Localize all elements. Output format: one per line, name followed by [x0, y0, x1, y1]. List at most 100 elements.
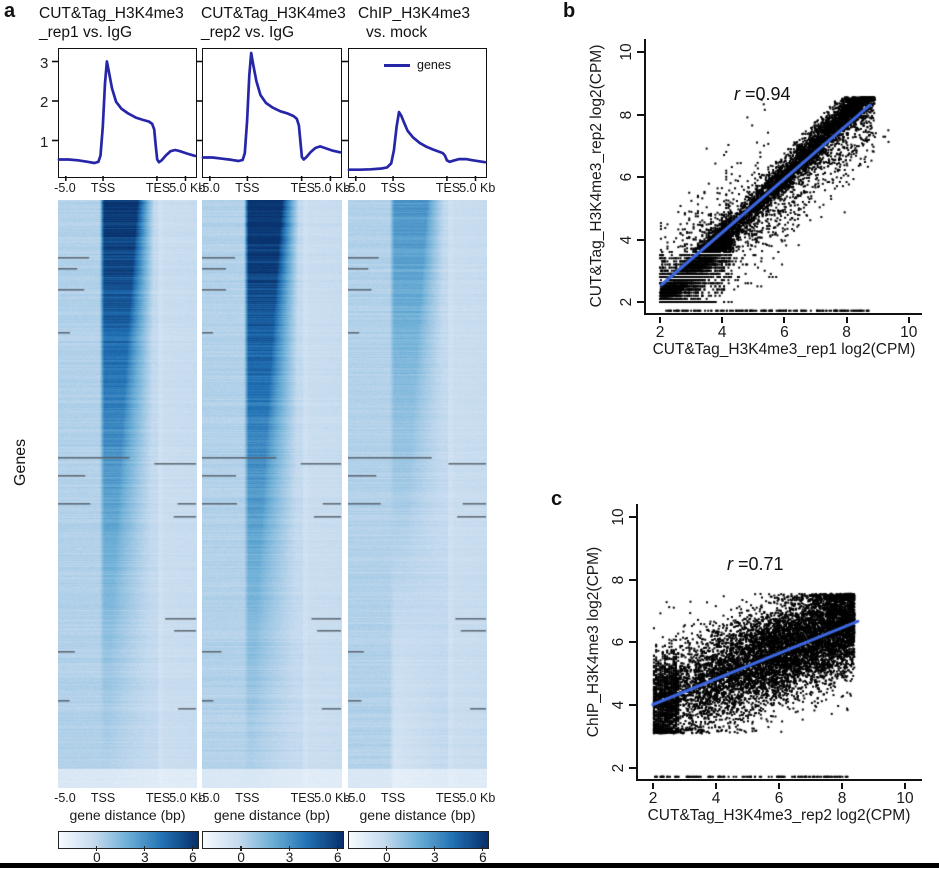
heat-xtick-label: TES	[435, 791, 461, 805]
profile-xtick-row-2: -5.0 TSS TES 5.0 Kb	[198, 181, 350, 195]
scatter-xtick-mark	[715, 783, 717, 789]
profile-curve-genes	[347, 110, 487, 172]
colorbar-tick-mark	[385, 846, 388, 851]
scatter-c-yaxis-line	[636, 504, 638, 781]
colorbar-tick-mark	[288, 846, 290, 851]
colorbar-tick-label: 3	[285, 850, 294, 865]
colorbar-tick-mark	[240, 846, 242, 851]
scatter-xtick-label: 8	[842, 324, 851, 341]
profile-ytick-2: 2	[40, 94, 49, 111]
heatmap-xtick-row-1: -5.0 TSS TES 5.0 Kb	[54, 791, 205, 805]
heatmap-3	[348, 200, 487, 788]
scatter-b-ylabel: CUT&Tag_H3K4me3_rep2 log2(CPM)	[588, 44, 605, 308]
heat-xtick-label: 5.0 Kb	[459, 791, 496, 805]
scatter-xtick-label: 6	[780, 324, 789, 341]
scatter-ytick-label: 4	[618, 235, 635, 244]
panel-a-label: a	[4, 0, 16, 22]
colorbar-tick-label: 6	[189, 850, 197, 865]
scatter-ytick-label: 6	[618, 172, 635, 182]
scatter-xtick-mark	[652, 783, 654, 789]
column-1-title-line1: CUT&Tag_H3K4me3	[39, 5, 184, 22]
heatmap-xtick-row-2: -5.0 TSS TES 5.0 Kb	[198, 791, 350, 805]
heatmap-xtick-row-3: -5.0 TSS TES 5.0 Kb	[344, 791, 495, 805]
colorbar-tick-label: 3	[141, 850, 149, 865]
heatmap-xlabel-2: gene distance (bp)	[214, 807, 330, 823]
colorbar-2	[202, 831, 344, 849]
heat-xtick-label: -5.0	[54, 791, 76, 805]
scatter-b-plot	[646, 39, 920, 313]
scatter-ytick-label: 10	[618, 43, 635, 61]
legend: genes	[384, 58, 451, 72]
colorbar-1	[58, 831, 199, 849]
heat-xtick-label: 5.0 Kb	[169, 791, 206, 805]
scatter-xtick-mark	[907, 317, 910, 323]
profile-ytick-3: 3	[40, 55, 49, 72]
colorbar-ticks-3: 0 3 6	[348, 831, 487, 865]
scatter-ytick-mark	[629, 515, 636, 518]
legend-label: genes	[417, 58, 452, 72]
colorbar-tick-mark	[433, 846, 436, 851]
scatter-xtick-label: 10	[900, 324, 918, 341]
scatter-c-correlation-annotation: r =0.71	[727, 554, 784, 575]
heatmap-ylabel: Genes	[12, 438, 29, 486]
profile-plot-3	[342, 48, 487, 181]
scatter-xtick-label: 10	[896, 790, 914, 807]
scatter-c-r-symbol: r	[727, 554, 733, 574]
scatter-xtick-label: 2	[655, 324, 665, 341]
scatter-b-xaxis-line	[644, 313, 922, 315]
heat-xtick-label: -5.0	[198, 791, 220, 805]
heat-xtick-label: -5.0	[344, 791, 366, 805]
column-1-title: CUT&Tag_H3K4me3 _rep1 vs. IgG	[39, 4, 184, 42]
colorbar-tick-mark	[95, 846, 98, 851]
scatter-ytick-label: 8	[618, 110, 635, 119]
scatter-xtick-mark	[783, 317, 786, 323]
scatter-xtick-label: 8	[837, 790, 847, 807]
colorbar-tick-label: 0	[93, 850, 101, 865]
colorbar-tick-label: 6	[479, 850, 487, 865]
colorbar-tick-mark	[336, 846, 339, 851]
heat-xtick-label: -5.0	[344, 181, 366, 195]
colorbar-tick-mark	[143, 846, 146, 851]
colorbar-ticks-1: 0 3 6	[58, 831, 197, 865]
profile-curve-svg-3	[342, 60, 487, 181]
colorbar-tick-label: 6	[334, 850, 342, 865]
scatter-ytick-mark	[637, 238, 644, 241]
figure-bottom-rule	[0, 863, 939, 868]
scatter-ytick-label: 2	[610, 763, 627, 773]
profile-ytick-1: 1	[40, 134, 49, 151]
column-2-title-line2: _rep2 vs. IgG	[201, 24, 295, 41]
column-3-title-line1: ChIP_H3K4me3	[358, 5, 471, 22]
heat-xtick-label: TES	[290, 181, 315, 195]
scatter-c-xaxis-line	[636, 779, 922, 781]
scatter-ytick-mark	[629, 641, 636, 644]
scatter-xtick-mark	[721, 317, 724, 323]
column-3-title: ChIP_H3K4me3 vs. mock	[358, 4, 470, 42]
heatmap-2	[202, 200, 342, 788]
scatter-ytick-mark	[629, 578, 636, 581]
profile-curve-genes	[57, 60, 197, 165]
column-3-title-line2: vs. mock	[366, 24, 428, 41]
scatter-c-plot	[638, 504, 920, 780]
scatter-xtick-mark	[845, 317, 848, 323]
colorbar-tick-label: 3	[431, 850, 439, 865]
heat-xtick-label: TSS	[90, 791, 116, 805]
heat-xtick-label: 5.0 Kb	[169, 181, 206, 195]
colorbar-tick-label: 0	[237, 850, 245, 865]
scatter-xtick-mark	[841, 783, 843, 789]
panel-c-label: c	[551, 488, 563, 510]
scatter-ytick-mark	[629, 704, 636, 707]
heat-xtick-label: TES	[145, 181, 171, 195]
column-2-title: CUT&Tag_H3K4me3 _rep2 vs. IgG	[201, 4, 346, 42]
profile-curve-svg-1	[52, 60, 197, 181]
scatter-b-yaxis-line	[644, 39, 646, 315]
profile-curve-genes	[201, 51, 342, 163]
column-2-title-line1: CUT&Tag_H3K4me3	[201, 5, 346, 22]
scatter-xtick-mark	[904, 783, 906, 789]
heat-xtick-label: 5.0 Kb	[314, 181, 351, 195]
heat-xtick-label: TES	[435, 181, 461, 195]
heat-xtick-label: -5.0	[198, 181, 220, 195]
scatter-xtick-label: 4	[711, 790, 721, 807]
scatter-c-r-value: =0.71	[738, 554, 784, 574]
scatter-xtick-label: 4	[717, 324, 727, 341]
